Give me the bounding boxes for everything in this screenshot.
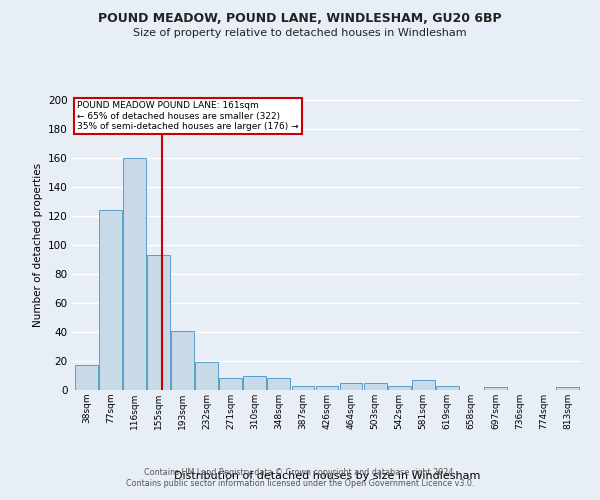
Bar	[340, 383, 362, 390]
Bar	[75, 366, 98, 390]
Bar	[388, 386, 410, 390]
Bar	[220, 378, 242, 390]
Bar	[244, 376, 266, 390]
Bar	[556, 387, 579, 390]
Bar	[292, 386, 314, 390]
Bar	[412, 380, 434, 390]
Y-axis label: Number of detached properties: Number of detached properties	[32, 163, 43, 327]
Bar	[171, 330, 194, 390]
Bar	[123, 158, 146, 390]
Text: Size of property relative to detached houses in Windlesham: Size of property relative to detached ho…	[133, 28, 467, 38]
Bar	[268, 378, 290, 390]
Text: Contains HM Land Registry data © Crown copyright and database right 2024.
Contai: Contains HM Land Registry data © Crown c…	[126, 468, 474, 487]
Bar	[484, 387, 507, 390]
Bar	[316, 386, 338, 390]
Text: POUND MEADOW, POUND LANE, WINDLESHAM, GU20 6BP: POUND MEADOW, POUND LANE, WINDLESHAM, GU…	[98, 12, 502, 26]
Bar	[195, 362, 218, 390]
X-axis label: Distribution of detached houses by size in Windlesham: Distribution of detached houses by size …	[174, 471, 480, 481]
Bar	[364, 383, 386, 390]
Text: POUND MEADOW POUND LANE: 161sqm
← 65% of detached houses are smaller (322)
35% o: POUND MEADOW POUND LANE: 161sqm ← 65% of…	[77, 102, 299, 132]
Bar	[99, 210, 122, 390]
Bar	[147, 255, 170, 390]
Bar	[436, 386, 459, 390]
